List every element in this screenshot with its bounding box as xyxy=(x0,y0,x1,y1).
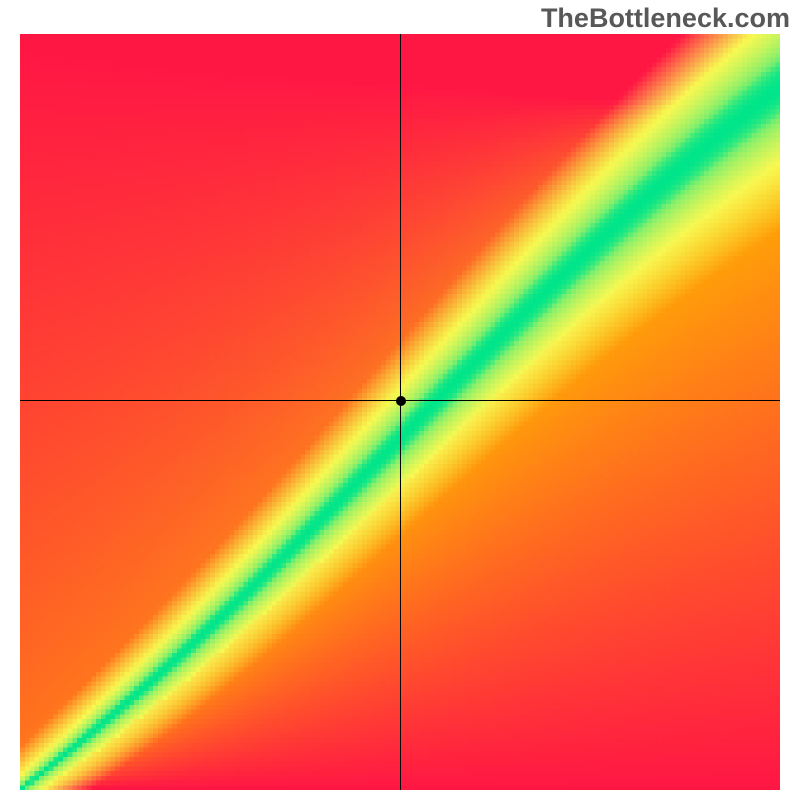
marker-dot xyxy=(396,396,406,406)
watermark-text: TheBottleneck.com xyxy=(541,3,790,34)
chart-container: TheBottleneck.com xyxy=(0,0,800,800)
crosshair-vertical xyxy=(400,34,401,790)
